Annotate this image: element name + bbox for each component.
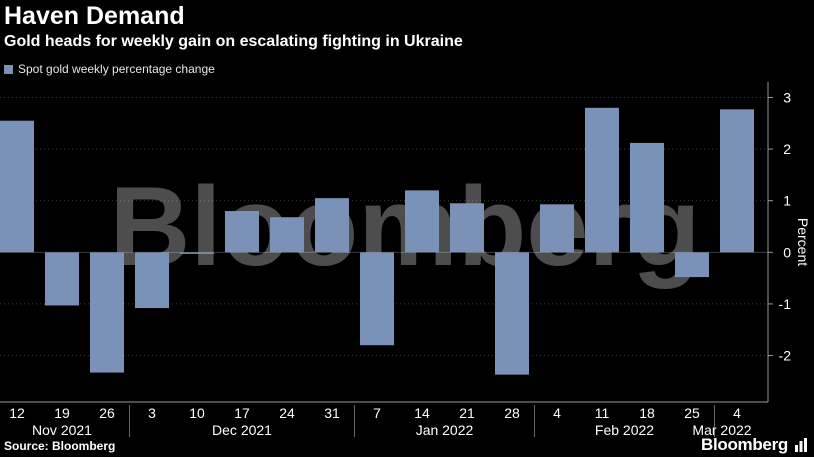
legend-label: Spot gold weekly percentage change [18,62,215,76]
x-tick-label-5: 17 [234,405,250,421]
x-tick-label-12: 4 [553,405,561,421]
x-tick-label-13: 11 [595,405,610,421]
x-tick-label-14: 18 [639,405,655,421]
bar-chart-icon [795,438,807,452]
month-label-1: Dec 2021 [212,422,272,438]
bar-15 [675,252,709,278]
bar-4 [180,252,214,254]
bar-9 [405,190,439,253]
x-tick-label-3: 3 [148,405,156,421]
bar-13 [585,107,619,253]
x-tick-label-9: 14 [414,405,430,421]
x-tick-label-6: 24 [279,405,295,421]
x-tick-label-4: 10 [189,405,205,421]
y-tick-label-3: 1 [783,193,791,209]
bar-12 [540,204,574,253]
x-tick-label-16: 4 [733,405,741,421]
x-tick-label-0: 12 [9,405,25,421]
month-label-0: Nov 2021 [32,422,92,438]
bar-7 [315,198,349,253]
source-note: Source: Bloomberg [4,439,116,453]
bar-1 [45,252,79,306]
bar-14 [630,142,664,253]
brand-logo: Bloomberg [700,435,788,454]
bar-2 [90,252,124,373]
bar-6 [270,217,304,253]
y-tick-label-0: -2 [779,348,792,364]
bar-10 [450,203,484,253]
x-tick-label-8: 7 [373,405,381,421]
bar-0 [0,120,34,253]
legend: Spot gold weekly percentage change [4,62,215,76]
chart-subtitle: Gold heads for weekly gain on escalating… [4,33,463,50]
x-tick-label-11: 28 [504,405,520,421]
x-tick-label-15: 25 [684,405,700,421]
y-tick-label-5: 3 [783,89,791,105]
month-label-3: Feb 2022 [595,422,654,438]
bar-11 [495,252,529,375]
x-tick-label-7: 31 [324,405,340,421]
bar-3 [135,252,169,309]
legend-swatch [4,64,13,74]
y-tick-label-2: 0 [783,244,791,260]
month-label-2: Jan 2022 [416,422,474,438]
month-label-4: Mar 2022 [692,422,751,438]
bar-8 [360,252,394,346]
x-tick-label-1: 19 [54,405,70,421]
bar-5 [225,211,259,253]
y-tick-label-4: 2 [783,141,791,157]
x-tick-label-2: 26 [99,405,115,421]
chart-title: Haven Demand [4,2,185,30]
y-axis-label: Percent [795,218,811,266]
bar-16 [720,109,754,253]
y-tick-label-1: -1 [779,296,792,312]
x-tick-label-10: 21 [459,405,475,421]
